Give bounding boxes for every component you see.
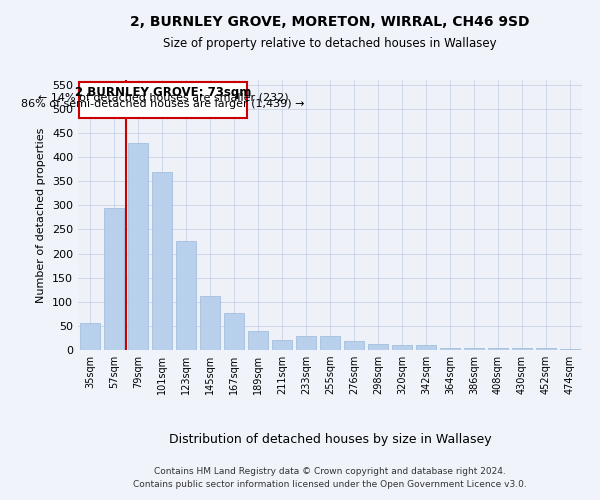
Bar <box>104 208 124 350</box>
Text: 2, BURNLEY GROVE, MORETON, WIRRAL, CH46 9SD: 2, BURNLEY GROVE, MORETON, WIRRAL, CH46 … <box>130 15 530 29</box>
Bar <box>272 340 292 350</box>
Y-axis label: Number of detached properties: Number of detached properties <box>37 128 46 302</box>
Bar <box>392 345 412 350</box>
Text: Size of property relative to detached houses in Wallasey: Size of property relative to detached ho… <box>163 38 497 51</box>
Bar <box>536 348 556 350</box>
Bar <box>560 348 580 350</box>
FancyBboxPatch shape <box>79 82 247 118</box>
Bar <box>128 142 148 350</box>
Text: Distribution of detached houses by size in Wallasey: Distribution of detached houses by size … <box>169 432 491 446</box>
Bar <box>200 296 220 350</box>
Bar <box>512 348 532 350</box>
Bar <box>368 344 388 350</box>
Bar <box>344 342 364 350</box>
Bar <box>296 336 316 350</box>
Bar <box>488 348 508 350</box>
Text: 86% of semi-detached houses are larger (1,439) →: 86% of semi-detached houses are larger (… <box>22 100 305 110</box>
Bar <box>224 314 244 350</box>
Bar <box>320 336 340 350</box>
Bar <box>416 345 436 350</box>
Text: Contains public sector information licensed under the Open Government Licence v3: Contains public sector information licen… <box>133 480 527 489</box>
Bar <box>176 241 196 350</box>
Text: Contains HM Land Registry data © Crown copyright and database right 2024.: Contains HM Land Registry data © Crown c… <box>154 468 506 476</box>
Bar <box>152 172 172 350</box>
Text: 2 BURNLEY GROVE: 73sqm: 2 BURNLEY GROVE: 73sqm <box>75 86 251 99</box>
Bar <box>80 322 100 350</box>
Bar <box>440 348 460 350</box>
Text: ← 14% of detached houses are smaller (232): ← 14% of detached houses are smaller (23… <box>38 92 289 102</box>
Bar <box>464 348 484 350</box>
Bar <box>248 331 268 350</box>
